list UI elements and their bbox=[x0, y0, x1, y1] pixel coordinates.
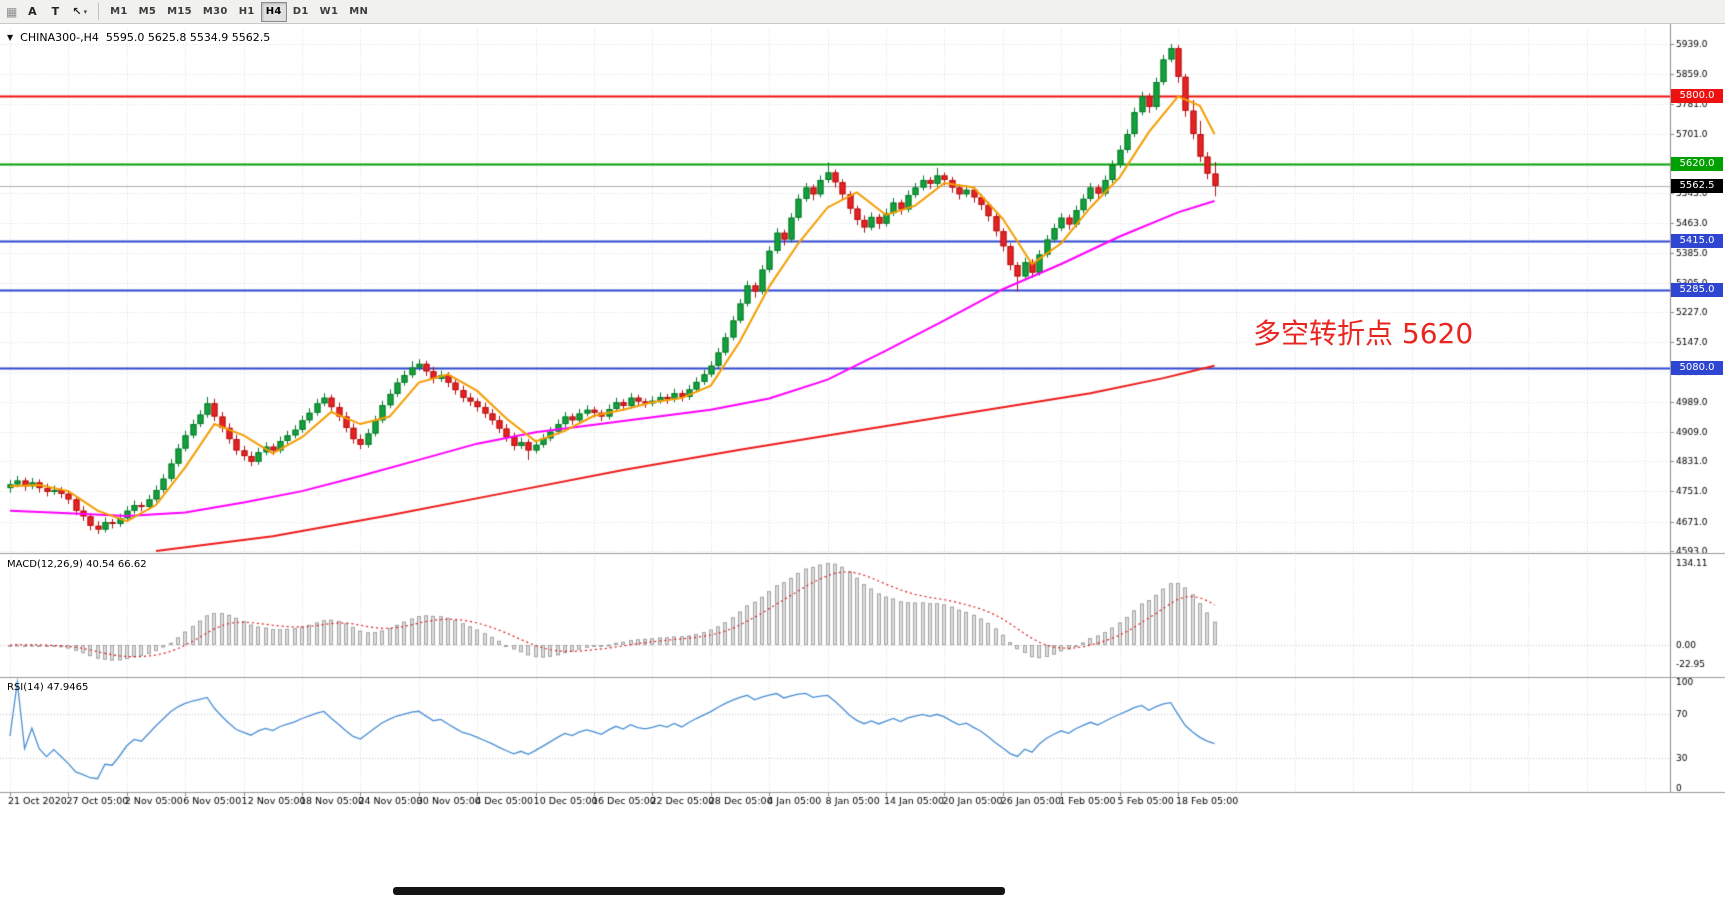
price-tag-5080.0[interactable]: 5080.0 bbox=[1671, 360, 1723, 375]
price-tag-5562.5[interactable]: 5562.5 bbox=[1671, 178, 1723, 193]
horizontal-scrollbar-thumb[interactable] bbox=[393, 887, 1005, 895]
chart-canvas[interactable] bbox=[0, 24, 1725, 897]
timeframe-button-m15[interactable]: M15 bbox=[162, 2, 197, 22]
chart-title: ▼ CHINA300-,H4 5595.0 5625.8 5534.9 5562… bbox=[7, 31, 270, 44]
timeframe-button-m5[interactable]: M5 bbox=[134, 2, 162, 22]
price-tag-5285.0[interactable]: 5285.0 bbox=[1671, 283, 1723, 298]
price-tag-5415.0[interactable]: 5415.0 bbox=[1671, 234, 1723, 249]
timeframe-button-mn[interactable]: MN bbox=[344, 2, 373, 22]
toolbar-grip-icon[interactable]: ▦ bbox=[6, 4, 18, 19]
chart-toolbar: ▦ A T ↖ ▾ M1 M5 M15 M30 H1 H4 D1 W1 MN bbox=[0, 0, 1725, 24]
price-tag-5620.0[interactable]: 5620.0 bbox=[1671, 157, 1723, 172]
macd-indicator-label: MACD(12,26,9) 40.54 66.62 bbox=[7, 559, 147, 570]
cursor-icon: ↖ bbox=[72, 5, 82, 18]
timeframe-button-m30[interactable]: M30 bbox=[198, 2, 233, 22]
cursor-tool-button[interactable]: ↖ ▾ bbox=[67, 2, 92, 22]
toolbar-separator bbox=[98, 3, 100, 20]
timeframe-button-w1[interactable]: W1 bbox=[315, 2, 344, 22]
timeframe-button-d1[interactable]: D1 bbox=[288, 2, 314, 22]
collapse-triangle-icon[interactable]: ▼ bbox=[7, 33, 14, 42]
timeframe-button-m1[interactable]: M1 bbox=[105, 2, 133, 22]
price-tag-5800.0[interactable]: 5800.0 bbox=[1671, 89, 1723, 104]
chevron-down-icon: ▾ bbox=[83, 7, 88, 16]
timeframe-button-h1[interactable]: H1 bbox=[234, 2, 260, 22]
text-tool-button[interactable]: T bbox=[44, 2, 66, 22]
timeframe-button-h4[interactable]: H4 bbox=[260, 1, 287, 22]
title-ohlc-values: 5595.0 5625.8 5534.9 5562.5 bbox=[105, 31, 271, 44]
annotation-a-button[interactable]: A bbox=[21, 2, 43, 22]
rsi-indicator-label: RSI(14) 47.9465 bbox=[7, 682, 89, 693]
symbol-period-label: CHINA300-,H4 bbox=[20, 31, 99, 44]
pivot-annotation-text[interactable]: 多空转折点 5620 bbox=[1253, 317, 1474, 350]
